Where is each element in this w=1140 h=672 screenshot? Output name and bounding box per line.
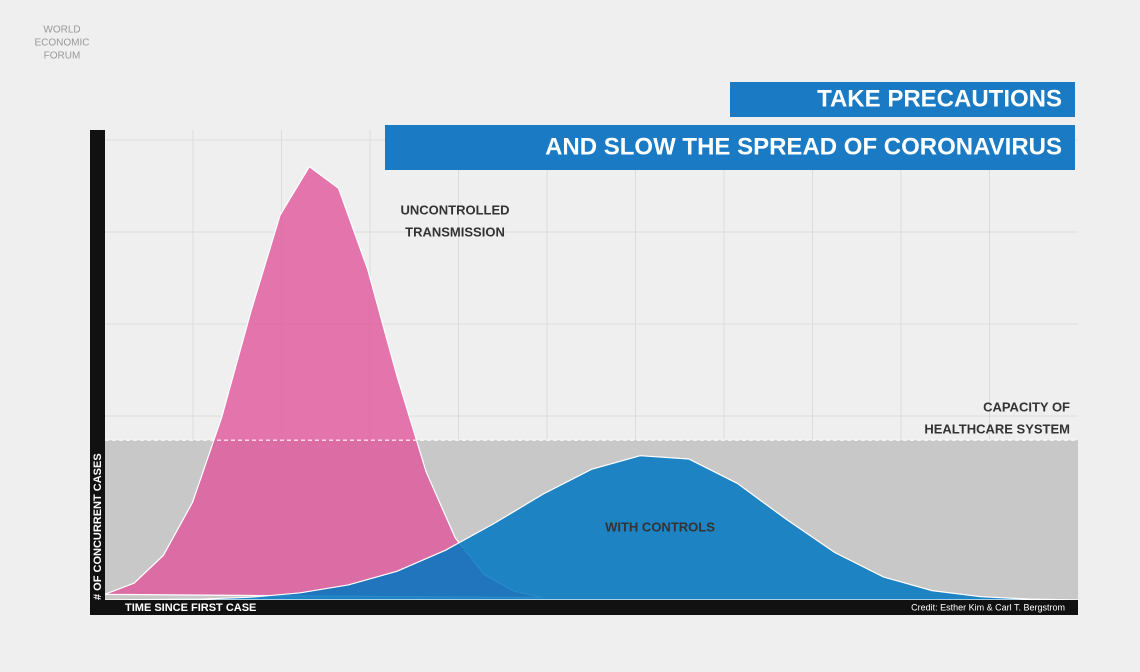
logo: WORLD ECONOMIC FORUM (35, 25, 90, 62)
plot (104, 165, 1079, 601)
y-axis-bar (90, 130, 105, 615)
annotation: CAPACITY OF (983, 399, 1070, 414)
x-axis-label: TIME SINCE FIRST CASE (125, 602, 256, 614)
annotation: TRANSMISSION (405, 224, 505, 239)
logo-line: ECONOMIC (35, 38, 90, 49)
logo-line: WORLD (43, 25, 80, 36)
title: TAKE PRECAUTIONS (817, 85, 1062, 112)
annotation: HEALTHCARE SYSTEM (924, 421, 1070, 436)
x-axis-bar (90, 600, 1078, 615)
y-axis-label: # OF CONCURRENT CASES (92, 453, 104, 600)
annotation: UNCONTROLLED (400, 202, 509, 217)
subtitle-box (385, 125, 1075, 170)
subtitle: AND SLOW THE SPREAD OF CORONAVIRUS (545, 133, 1062, 160)
title-box (730, 82, 1075, 117)
logo-line: FORUM (44, 51, 81, 62)
credit: Credit: Esther Kim & Carl T. Bergstrom (911, 602, 1065, 612)
annotation: WITH CONTROLS (605, 519, 715, 534)
area (104, 455, 1079, 601)
